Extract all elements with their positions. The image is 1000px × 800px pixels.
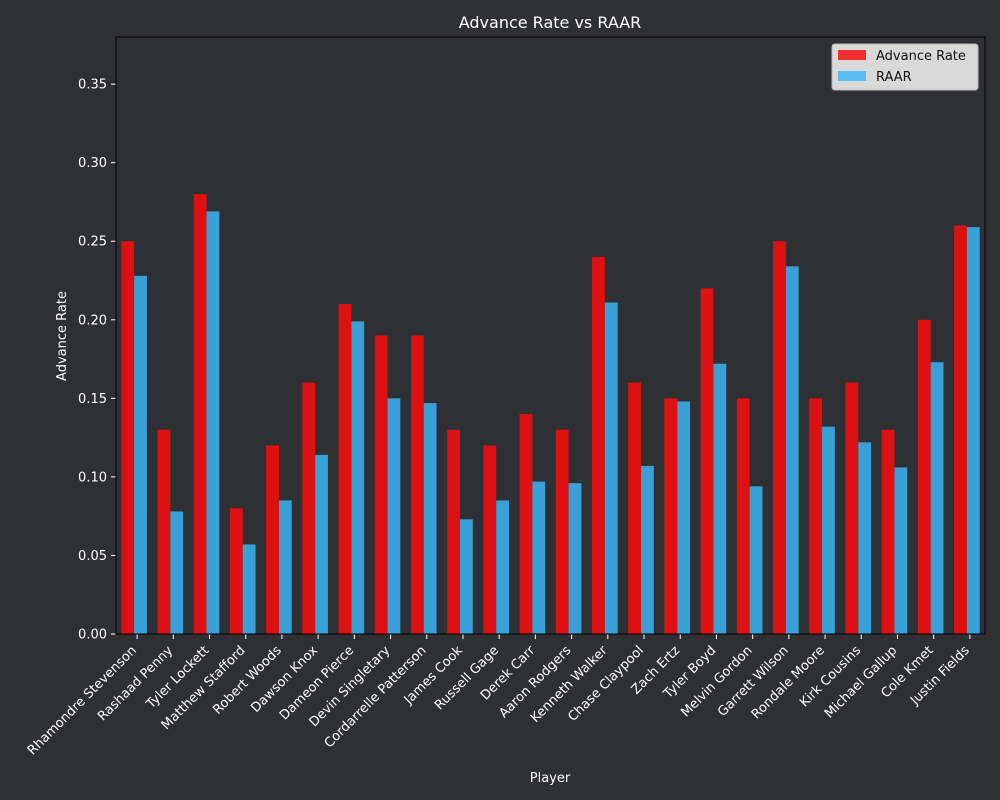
bar-advance-rate (555, 429, 569, 634)
bar-raar (858, 442, 872, 634)
bar-raar (713, 363, 727, 634)
legend: Advance Rate RAAR (831, 43, 979, 91)
bar-advance-rate (229, 508, 243, 634)
bar-advance-rate (121, 241, 135, 634)
bar-advance-rate (809, 398, 823, 634)
legend-box (831, 43, 979, 91)
bar-advance-rate (773, 241, 786, 634)
y-tick-label: 0.10 (78, 470, 107, 485)
plot-area (116, 37, 985, 634)
legend-label-advance-rate: Advance Rate (876, 49, 966, 64)
bar-raar (930, 362, 944, 634)
bar-raar (677, 401, 691, 634)
bar-raar (278, 500, 292, 634)
bar-raar (387, 398, 401, 634)
bar-advance-rate (338, 304, 352, 634)
bar-raar (822, 426, 835, 634)
chart-title: Advance Rate vs RAAR (459, 13, 642, 32)
bar-raar (206, 211, 220, 634)
y-tick-label: 0.15 (78, 392, 107, 407)
bar-advance-rate (954, 225, 967, 635)
bar-advance-rate (302, 382, 316, 634)
y-tick-label: 0.05 (78, 549, 107, 564)
y-tick-label: 0.30 (78, 156, 107, 171)
bar-raar (568, 483, 582, 634)
y-tick-label: 0.35 (78, 78, 107, 93)
bar-advance-rate (374, 335, 388, 634)
bar-advance-rate (845, 382, 859, 634)
bar-raar (641, 465, 654, 634)
y-axis-title: Advance Rate (55, 291, 70, 381)
y-tick-label: 0.00 (78, 628, 107, 643)
axes-frame (115, 36, 986, 635)
legend-swatch-raar (838, 71, 866, 81)
bar-advance-rate (628, 382, 642, 634)
bar-raar (532, 481, 546, 634)
y-tick-label: 0.25 (78, 235, 107, 250)
bar-advance-rate (592, 256, 605, 634)
bar-raar (423, 403, 437, 634)
bar-advance-rate (447, 429, 460, 634)
bar-advance-rate (736, 398, 750, 634)
bar-advance-rate (157, 429, 171, 634)
bar-advance-rate (664, 398, 678, 634)
x-axis-title: Player (530, 771, 571, 786)
bar-advance-rate (519, 414, 533, 634)
bar-raar (242, 544, 256, 634)
y-tick-label: 0.20 (78, 313, 107, 328)
bar-raar (749, 486, 763, 634)
bar-raar (496, 500, 509, 634)
legend-label-raar: RAAR (876, 70, 912, 85)
bar-advance-rate (410, 335, 424, 634)
bar-raar (170, 511, 184, 634)
bar-advance-rate (193, 194, 207, 634)
bar-raar (134, 275, 147, 634)
bar-advance-rate (700, 288, 714, 634)
legend-swatch-advance-rate (838, 50, 866, 60)
bar-raar (351, 321, 365, 634)
bar-advance-rate (917, 319, 931, 634)
bar-raar (315, 454, 328, 634)
bar-advance-rate (881, 429, 895, 634)
bar-advance-rate (483, 445, 497, 634)
bar-raar (604, 302, 618, 634)
bar-raar (785, 266, 799, 634)
bar-raar (966, 227, 980, 635)
bar-raar (459, 519, 473, 634)
bar-raar (894, 467, 908, 634)
bar-advance-rate (266, 445, 279, 634)
